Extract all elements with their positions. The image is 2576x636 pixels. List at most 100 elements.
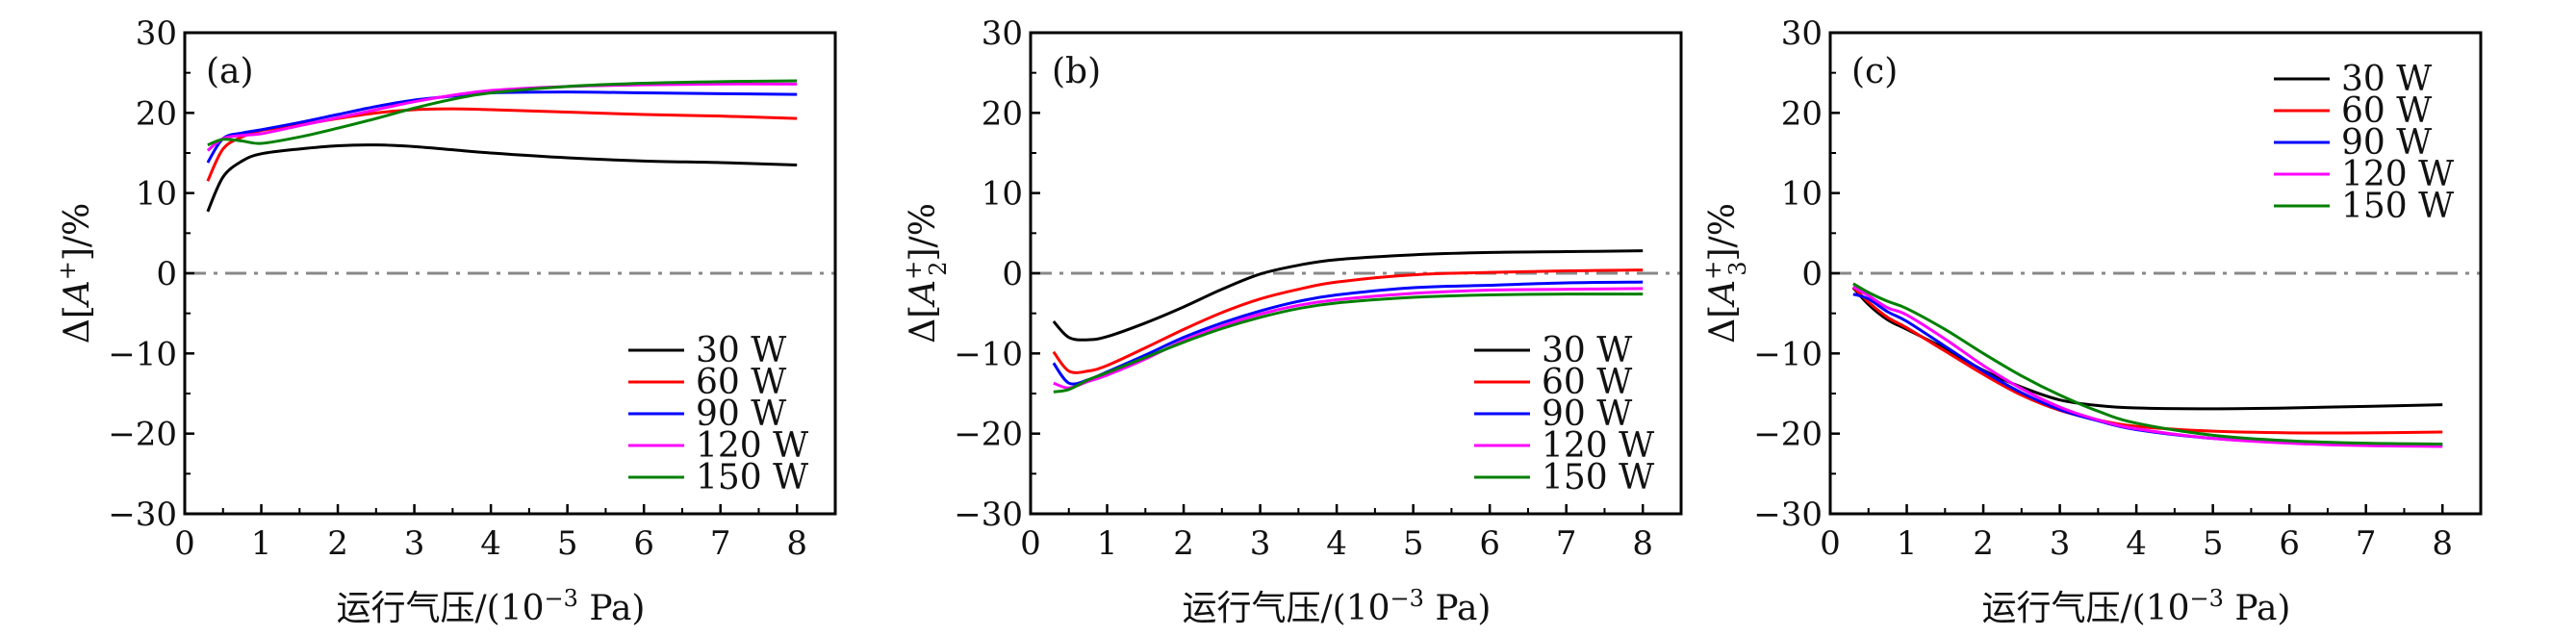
series-line-150w [207, 79, 798, 147]
y-label-prefix: Δ[ [1703, 305, 1743, 343]
series-line-150w [1852, 282, 2443, 445]
y-tick-label: −10 [954, 335, 1023, 373]
y-tick-label: −10 [1753, 335, 1823, 373]
legend-label: 30 W [1542, 331, 1632, 370]
series-line-60w [206, 107, 798, 182]
legend-label: 30 W [2341, 60, 2432, 99]
legend-label: 60 W [2341, 91, 2432, 131]
y-tick-label: 30 [982, 14, 1023, 53]
y-axis-label: Δ[A+2]/% [900, 203, 952, 343]
x-tick-label: 8 [786, 524, 807, 563]
y-label-ion: A [58, 280, 97, 308]
panel-label: (a) [206, 52, 254, 91]
y-tick-label: 0 [1002, 255, 1023, 293]
y-axis-label: Δ[A+]/% [54, 203, 97, 344]
x-axis-label: 运行气压/(10−3 Pa) [337, 585, 646, 628]
x-tick-label: 0 [1020, 524, 1041, 563]
y-tick-label: 20 [1781, 94, 1823, 133]
x-tick-label: 7 [710, 524, 731, 563]
x-tick-label: 1 [251, 524, 272, 563]
legend-label: 150 W [696, 458, 808, 497]
x-tick-label: 3 [404, 524, 425, 563]
x-label-exponent: −3 [545, 585, 578, 612]
chart-panel-b: 0 1 2 3 4 5 6 7 8−30−20−100102030(b)Δ[A+2]/%运行气压… [900, 14, 1683, 628]
series-line-90w [206, 90, 798, 164]
x-tick-label: 6 [2279, 524, 2300, 563]
x-tick-label: 2 [327, 524, 348, 563]
y-tick-label: −20 [954, 416, 1023, 454]
series-line-60w [1052, 268, 1644, 374]
x-label-unit: Pa) [1424, 589, 1492, 628]
y-label-prefix: Δ[ [58, 305, 97, 343]
x-tick-label: 4 [480, 524, 501, 563]
x-tick-label: 6 [1479, 524, 1500, 563]
legend-label: 120 W [2341, 155, 2454, 194]
x-tick-label: 5 [1403, 524, 1424, 563]
legend-label: 120 W [696, 426, 808, 466]
y-tick-label: −30 [1753, 496, 1823, 534]
x-tick-label: 0 [174, 524, 195, 563]
y-tick-label: −30 [954, 496, 1023, 534]
series-line-150w [1053, 293, 1644, 394]
x-tick-label: 5 [2203, 524, 2224, 563]
x-tick-label: 7 [2356, 524, 2377, 563]
y-label-ion: A [1703, 280, 1743, 308]
x-axis-label: 运行气压/(10−3 Pa) [1183, 585, 1492, 628]
y-tick-label: 30 [1781, 14, 1823, 53]
x-label-text: 运行气压/(10 [337, 589, 545, 628]
x-label-unit: Pa) [2224, 589, 2291, 628]
y-label-subscript: 2 [925, 261, 952, 275]
y-label-suffix: ]/% [1703, 203, 1743, 261]
y-tick-label: 30 [136, 14, 177, 53]
legend-label: 120 W [1542, 426, 1654, 466]
y-label-charge: + [54, 261, 81, 280]
x-tick-label: 3 [2050, 524, 2071, 563]
y-tick-label: 10 [982, 175, 1023, 214]
x-label-unit: Pa) [578, 589, 646, 628]
x-tick-label: 8 [2432, 524, 2453, 563]
series-line-30w [1052, 249, 1644, 342]
chart-panel-c: 0 1 2 3 4 5 6 7 8−30−20−100102030(c)Δ[A+3]/%运行气压… [1699, 14, 2483, 628]
legend-label: 90 W [1542, 394, 1632, 434]
x-tick-label: 8 [1632, 524, 1653, 563]
y-tick-label: 0 [1801, 255, 1823, 293]
legend-label: 150 W [2341, 187, 2454, 226]
x-label-exponent: −3 [2190, 585, 2224, 612]
x-tick-label: 2 [1973, 524, 1994, 563]
y-label-suffix: ]/% [58, 203, 97, 261]
x-tick-label: 6 [633, 524, 654, 563]
y-label-suffix: ]/% [904, 203, 943, 261]
y-axis-label: Δ[A+3]/% [1699, 203, 1751, 343]
y-tick-label: −10 [108, 335, 177, 373]
y-label-subscript: 3 [1724, 261, 1751, 275]
y-tick-label: 0 [156, 255, 177, 293]
y-label-charge: + [1699, 261, 1726, 280]
x-tick-label: 4 [2126, 524, 2147, 563]
y-label-ion: A [904, 280, 943, 308]
y-tick-label: −20 [1753, 416, 1823, 454]
y-tick-label: −30 [108, 496, 177, 534]
x-tick-label: 0 [1820, 524, 1841, 563]
legend-label: 90 W [2341, 123, 2432, 163]
x-tick-label: 4 [1326, 524, 1347, 563]
y-label-prefix: Δ[ [904, 305, 943, 343]
x-label-text: 运行气压/(10 [1183, 589, 1390, 628]
legend-label: 60 W [696, 363, 786, 402]
y-tick-label: 10 [1781, 175, 1823, 214]
x-label-text: 运行气压/(10 [1982, 589, 2190, 628]
y-tick-label: 20 [136, 94, 177, 133]
x-tick-label: 5 [557, 524, 578, 563]
legend-label: 60 W [1542, 363, 1632, 402]
y-tick-label: −20 [108, 416, 177, 454]
series-line-90w [1852, 293, 2443, 446]
legend-label: 90 W [696, 394, 786, 434]
legend-label: 30 W [696, 331, 786, 370]
y-tick-label: 10 [136, 175, 177, 214]
series-line-120w [1852, 285, 2443, 448]
x-tick-label: 7 [1556, 524, 1577, 563]
x-tick-label: 1 [1097, 524, 1118, 563]
